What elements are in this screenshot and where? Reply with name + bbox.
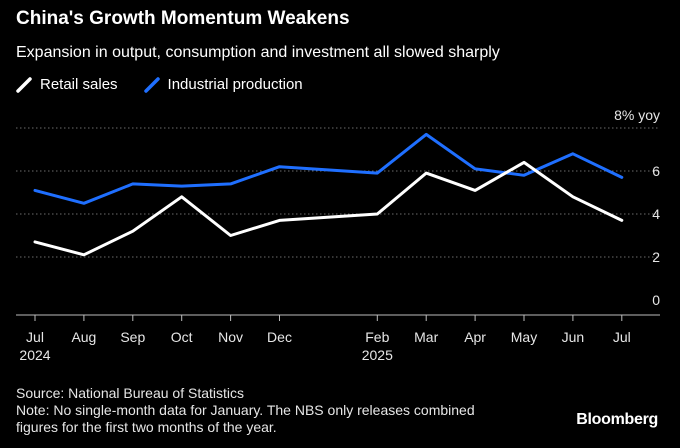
y-tick-label: 4 [652,206,660,222]
x-tick-label: Mar [414,329,438,345]
source-note: Source: National Bureau of Statistics [16,385,245,401]
y-tick-label: 6 [652,163,660,179]
legend-item-retail: Retail sales [16,76,118,93]
legend-label-retail: Retail sales [40,76,118,93]
x-tick-label: Feb [365,329,389,345]
x-tick-label: May [511,329,537,345]
chart-title: China's Growth Momentum Weakens [16,8,350,29]
legend: Retail sales Industrial production [16,76,303,93]
y-tick-label: 2 [652,249,660,265]
legend-swatch-industrial [143,76,160,93]
note-line-1: Note: No single-month data for January. … [16,402,475,418]
bloomberg-logo: Bloomberg [576,411,658,428]
x-tick-label: Oct [171,329,193,345]
footer-notes: Source: National Bureau of Statistics No… [16,385,475,436]
y-tick-label: 8% yoy [614,107,660,123]
x-tick-label: Sep [120,329,145,345]
legend-swatch-retail [16,76,32,93]
series-line-retail-sales [33,160,624,257]
x-tick-label: Jul [613,329,631,345]
x-tick-label: Jun [562,329,585,345]
x-tick-label: Apr [464,329,486,345]
x-tick-year-label: 2024 [19,347,50,363]
note-line-2: figures for the first two months of the … [16,419,277,435]
chart-subtitle: Expansion in output, consumption and inv… [16,44,500,61]
legend-item-industrial: Industrial production [143,76,303,93]
x-tick-label: Nov [218,329,243,345]
series-line-industrial-production [33,132,624,205]
x-tick-year-label: 2025 [362,347,393,363]
y-tick-label: 0 [652,292,660,308]
x-tick-label: Aug [71,329,96,345]
x-tick-label: Dec [267,329,292,345]
legend-label-industrial: Industrial production [167,76,303,93]
x-tick-label: Jul [26,329,44,345]
